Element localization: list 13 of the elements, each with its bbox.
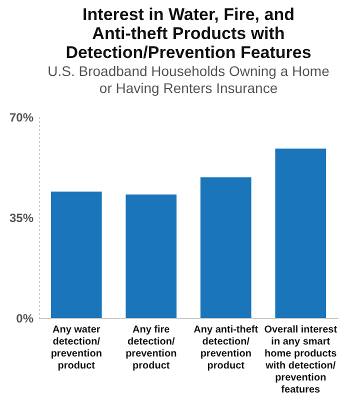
x-tick-label: Any fire detection/ prevention product	[126, 324, 177, 372]
x-tick-label: Overall interest in any smart home products with detection/ prevention features	[264, 324, 338, 396]
bar	[50, 192, 102, 318]
y-tick-label: 0%	[16, 312, 34, 326]
x-tick-label: Any water detection/ prevention product	[50, 324, 102, 372]
y-tick-label: 70%	[9, 110, 34, 124]
bar	[275, 148, 326, 318]
chart-title: Interest in Water, Fire, and Anti-theft Products with Detection/Prevention Features	[66, 5, 312, 62]
bar	[126, 194, 177, 318]
y-tick-label: 35%	[9, 211, 34, 225]
chart-subtitle: U.S. Broadband Households Owning a Home or Having Renters Insurance	[48, 63, 330, 96]
x-tick-label: Any anti-theft detection/ prevention product	[194, 324, 259, 372]
bar	[200, 177, 252, 318]
